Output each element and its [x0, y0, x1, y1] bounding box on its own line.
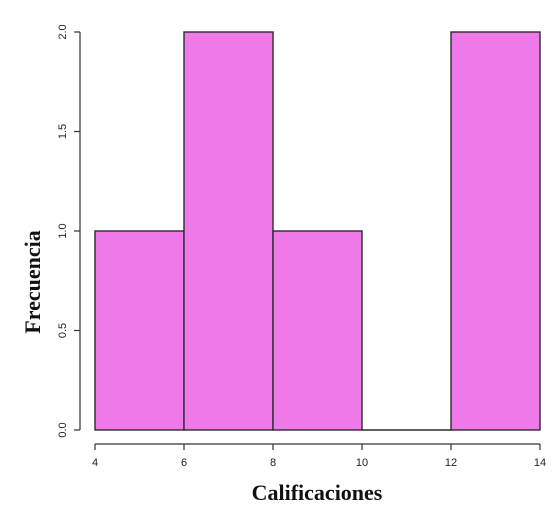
histogram-bars [94, 31, 541, 431]
histogram-bar-0 [94, 230, 185, 431]
x-tick-label-5: 14 [534, 457, 546, 469]
y-tick-label-3: 1.5 [57, 124, 69, 139]
x-axis-title: Calificaciones [252, 480, 383, 505]
x-tick-label-4: 12 [445, 457, 457, 469]
x-axis: 4 6 8 10 12 14 [92, 443, 546, 469]
x-tick-label-1: 6 [181, 457, 187, 469]
y-tick-label-0: 0.0 [57, 422, 69, 437]
y-axis: 0.0 0.5 1.0 1.5 2.0 [57, 24, 81, 438]
x-tick-label-3: 10 [356, 457, 368, 469]
y-axis-title: Frecuencia [20, 230, 45, 333]
x-tick-label-0: 4 [92, 457, 98, 469]
y-tick-label-2: 1.0 [57, 223, 69, 238]
x-tick-label-2: 8 [270, 457, 276, 469]
histogram-bar-4 [450, 31, 541, 431]
y-tick-label-4: 2.0 [57, 24, 69, 39]
y-tick-label-1: 0.5 [57, 323, 69, 338]
histogram-bar-1 [183, 31, 274, 431]
histogram-bar-2 [272, 230, 363, 431]
